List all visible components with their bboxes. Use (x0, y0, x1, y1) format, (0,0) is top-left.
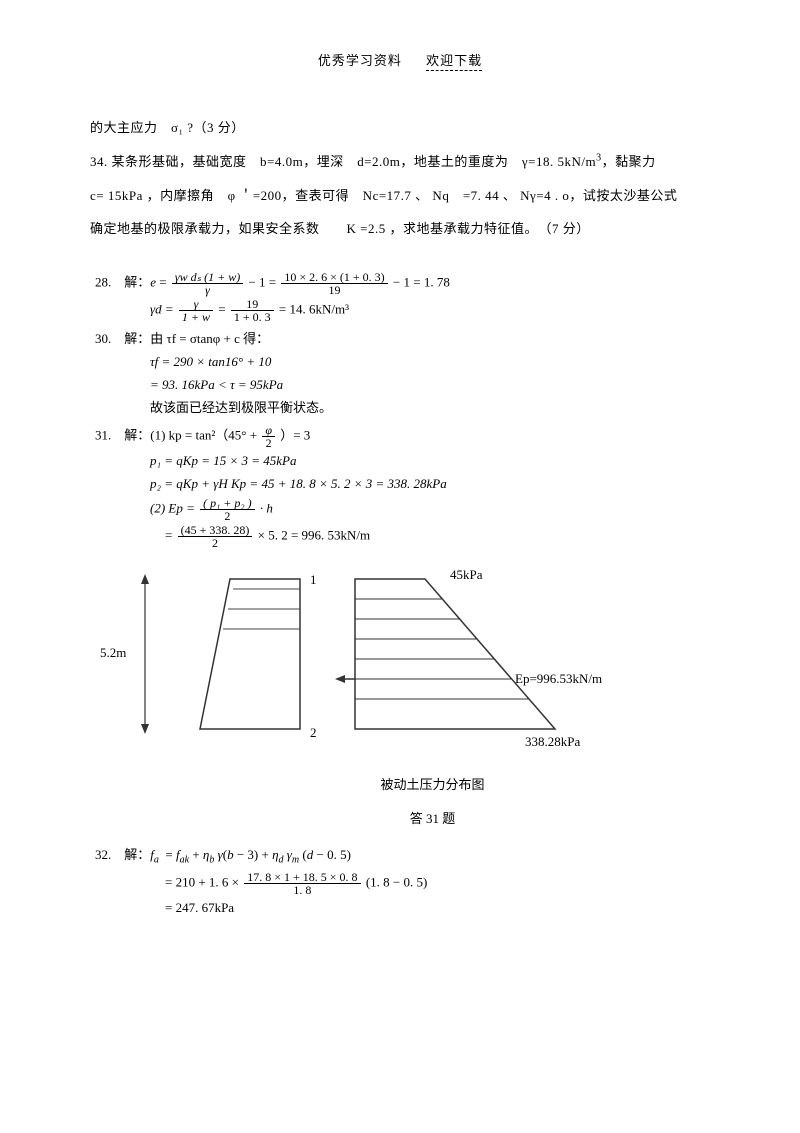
sol32-line1: 32. 解：fa = fak + ηb γ(b − 3) + ηd γm (d … (95, 845, 710, 869)
sol30-line3: = 93. 16kPa < τ = 95kPa (150, 375, 710, 396)
label-top: 45kPa (450, 567, 483, 583)
sol31-line3: p₂ = qKp + γH Kp = 45 + 18. 8 × 5. 2 × 3… (150, 474, 710, 495)
sol28-line1: 28. 解：e = γw dₛ (1 + w)γ − 1 = 10 × 2. 6… (95, 271, 710, 296)
sol31-line2: p₁ = qKp = 15 × 3 = 45kPa (150, 451, 710, 472)
text-line-2: 34. 某条形基础，基础宽度 b=4.0m，埋深 d=2.0m，地基土的重度为 … (90, 145, 710, 179)
sol30-line2: τf = 290 × tan16° + 10 (150, 352, 710, 373)
text-line-4: 确定地基的极限承载力，如果安全系数 K =2.5 ，求地基承载力特征值。 （7 … (90, 212, 710, 246)
sol31-line5: = (45 + 338. 28)2 × 5. 2 = 996. 53kN/m (165, 524, 710, 549)
pressure-diagram: 1 2 5.2m 45kPa Ep=996.53kN/m 338.28kPa (125, 559, 710, 769)
sol30-line1: 30. 解：由 τf = σtanφ + c 得： (95, 329, 710, 350)
svg-text:2: 2 (310, 725, 317, 740)
header-part2: 欢迎下载 (426, 50, 482, 71)
diagram-subcaption: 答 31 题 (155, 808, 710, 827)
text-line-3: c= 15kPa ，内摩擦角 φ ＇=200，查表可得 Nc=17.7 、 Nq… (90, 179, 710, 213)
svg-text:1: 1 (310, 572, 317, 587)
label-ep: Ep=996.53kN/m (515, 671, 602, 687)
header-part1: 优秀学习资料 (318, 50, 402, 69)
page-header: 优秀学习资料 欢迎下载 (90, 50, 710, 71)
label-height: 5.2m (100, 645, 126, 661)
sol31-line4: (2) Ep = ( p₁ + p₂ )2 · h (150, 497, 710, 522)
label-bottom: 338.28kPa (525, 734, 580, 750)
diagram-caption: 被动土压力分布图 (155, 774, 710, 793)
sol28-line2: γd = γ1 + w = 191 + 0. 3 = 14. 6kN/m³ (150, 298, 710, 323)
sol30-line4: 故该面已经达到极限平衡状态。 (150, 398, 710, 419)
sol32-line2: = 210 + 1. 6 × 17. 8 × 1 + 18. 5 × 0. 81… (165, 871, 710, 896)
text-line-1: 的大主应力 σ₁ ?（3 分） (90, 111, 710, 145)
sol32-line3: = 247. 67kPa (165, 898, 710, 919)
sol31-line1: 31. 解：(1) kp = tan²（45° + φ2 ）= 3 (95, 424, 710, 449)
